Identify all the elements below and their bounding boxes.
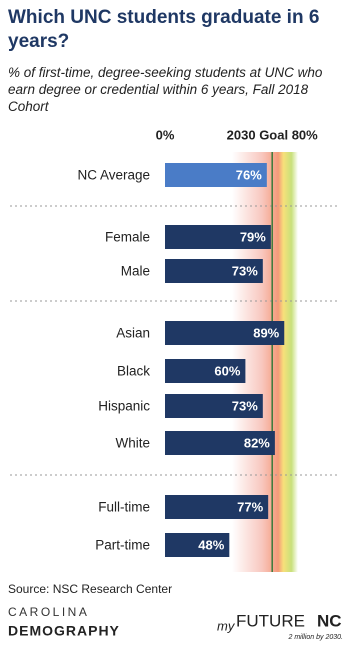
category-label: Black — [117, 364, 150, 379]
value-label: 77% — [237, 499, 263, 514]
value-label: 73% — [232, 263, 258, 278]
category-label: Female — [105, 230, 150, 245]
category-label: Full-time — [98, 500, 150, 515]
source: Source: NSC Research Center — [8, 582, 172, 596]
logo-right-nc: NC — [317, 611, 342, 630]
value-label: 60% — [214, 363, 240, 378]
x-tick-label: 2030 Goal 80% — [227, 127, 318, 142]
logo-right-my: my — [217, 618, 236, 633]
bar — [165, 431, 275, 455]
value-label: 82% — [244, 435, 270, 450]
value-label: 73% — [232, 398, 258, 413]
category-label: NC Average — [77, 168, 150, 183]
category-label: Male — [121, 264, 150, 279]
bar — [165, 259, 263, 283]
logo-right-tagline: 2 million by 2030. — [288, 634, 344, 641]
bar — [165, 163, 267, 187]
value-label: 89% — [253, 325, 279, 340]
logo-right-future: FUTURE — [236, 611, 305, 630]
category-label: Asian — [116, 326, 150, 341]
category-label: Part-time — [95, 538, 150, 553]
chart-title: Which UNC students graduate in 6 years? — [8, 7, 320, 52]
logo-left-top: CAROLINA — [8, 605, 89, 619]
bar — [165, 321, 285, 345]
value-label: 48% — [198, 537, 224, 552]
x-tick-label: 0% — [156, 127, 175, 142]
category-label: Hispanic — [98, 399, 150, 414]
bar — [165, 495, 269, 519]
bar — [165, 225, 271, 249]
bar — [165, 359, 246, 383]
bar — [165, 533, 230, 557]
chart-subtitle: % of first-time, degree-seeking students… — [8, 65, 323, 114]
logo-left-bottom: DEMOGRAPHY — [8, 623, 120, 639]
value-label: 79% — [240, 229, 266, 244]
category-label: White — [115, 436, 150, 451]
value-label: 76% — [236, 167, 262, 182]
bar — [165, 394, 263, 418]
